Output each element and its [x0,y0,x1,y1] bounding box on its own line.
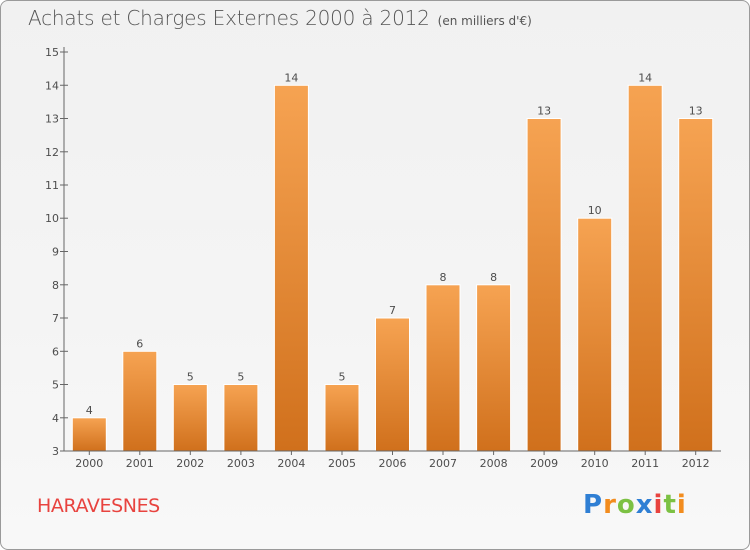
x-tick-label-2006: 2006 [379,457,407,470]
y-tick-label-5: 5 [52,379,59,392]
y-tick-label-6: 6 [52,345,59,358]
y-tick-label-15: 15 [45,46,59,59]
x-tick-label-2012: 2012 [682,457,710,470]
bar-2007 [425,284,461,452]
y-tick-label-9: 9 [52,246,59,259]
bar-2001 [122,350,158,452]
x-tick-label-2007: 2007 [429,457,457,470]
x-tick-label-2003: 2003 [227,457,255,470]
y-tick-label-3: 3 [52,445,59,458]
logo-letter-1: r [603,490,617,520]
y-tick-label-7: 7 [52,312,59,325]
logo-letter-0: P [583,490,604,520]
bar-2012 [678,118,714,452]
bars-layer: 4 6 5 5 14 5 7 8 8 13 10 14 13 [71,71,714,452]
logo-letter-2: o [616,490,636,520]
bar-2002 [172,384,208,452]
logo-letter-5: t [663,490,677,520]
bar-2010 [577,217,613,452]
data-label-2012: 13 [689,105,703,118]
bar-2006 [375,317,410,452]
x-tick-label-2000: 2000 [75,457,103,470]
data-label-2002: 5 [187,371,194,384]
y-tick-label-14: 14 [45,79,59,92]
y-tick-label-10: 10 [45,212,59,225]
data-label-2009: 13 [537,105,551,118]
bar-2009 [526,118,562,452]
bar-2008 [476,284,512,452]
x-tick-label-2002: 2002 [176,457,204,470]
data-label-2010: 10 [588,204,602,217]
x-tick-label-2009: 2009 [530,457,558,470]
axes-layer: 2000 2001 2002 2003 2004 2005 2006 2007 2008 2009… [45,46,721,470]
x-tick-label-2010: 2010 [581,457,609,470]
x-tick-label-2011: 2011 [631,457,659,470]
bar-2000 [71,417,107,452]
data-label-2003: 5 [237,371,244,384]
chart-unit: (en milliers d'€) [437,14,532,28]
data-label-2005: 5 [339,371,346,384]
data-label-2000: 4 [86,404,93,417]
y-tick-label-8: 8 [52,279,59,292]
bar-2004 [273,84,309,452]
x-tick-label-2005: 2005 [328,457,356,470]
x-tick-label-2001: 2001 [126,457,154,470]
x-tick-label-2004: 2004 [277,457,305,470]
logo-letter-6: i [676,490,687,520]
data-label-2006: 7 [389,304,396,317]
x-tick-label-2008: 2008 [480,457,508,470]
data-label-2007: 8 [440,271,447,284]
y-tick-label-13: 13 [45,113,59,126]
bar-2005 [324,384,360,452]
data-label-2004: 14 [284,71,298,84]
data-label-2008: 8 [490,271,497,284]
data-label-2001: 6 [136,337,143,350]
data-label-2011: 14 [638,71,652,84]
chart-title: Achats et Charges Externes 2000 à 2012 [28,6,430,30]
chart-title-block: Achats et Charges Externes 2000 à 2012 (e… [28,6,532,30]
bar-2003 [223,384,259,452]
bar-2011 [627,84,663,452]
logo-letter-3: x [635,490,654,520]
y-tick-label-12: 12 [45,146,59,159]
logo-letter-4: i [653,490,664,520]
proxiti-logo[interactable]: Proxiti [583,490,687,520]
commune-name: HARAVESNES [37,495,160,517]
y-tick-label-11: 11 [45,179,59,192]
y-tick-label-4: 4 [52,412,59,425]
